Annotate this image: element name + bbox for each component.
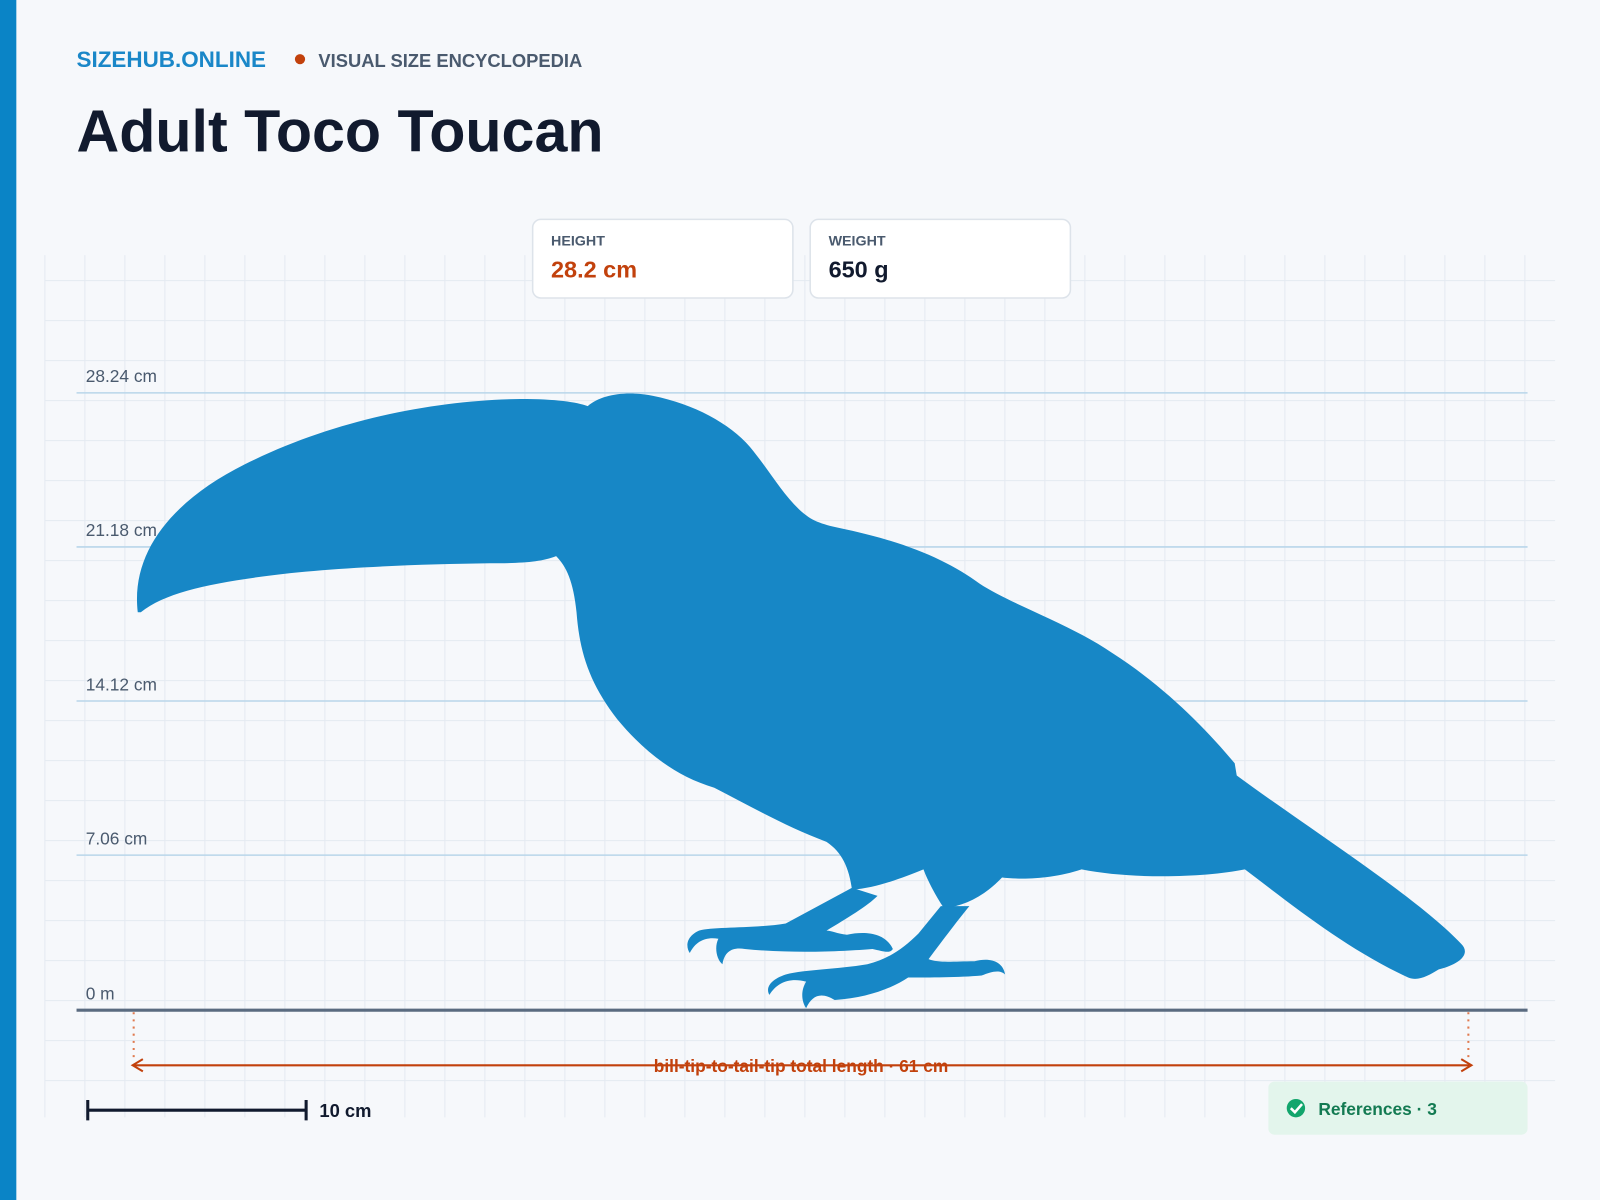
page-title: Adult Toco Toucan [77,97,604,164]
stat-value: 650 g [829,257,889,283]
tagline: VISUAL SIZE ENCYCLOPEDIA [318,50,582,71]
card-bg [809,218,1072,299]
scale-bar [86,1100,308,1121]
toucan-leg [687,887,893,965]
accent-bar [0,0,17,1200]
card-bg [531,218,794,299]
toucan-body [136,393,1465,979]
toucan-silhouette [136,393,1465,1009]
stat-label: HEIGHT [551,234,605,250]
arrowheads [130,1058,1474,1073]
stat-value: 28.2 cm [551,257,637,283]
height-label: 14.12 cm [86,674,157,694]
height-label: 21.18 cm [86,520,157,540]
height-label: 28.24 cm [86,366,157,386]
height-label: 7.06 cm [86,828,148,848]
references-label[interactable]: References · 3 [1318,1099,1437,1119]
toucan-leg [768,906,1006,1009]
scale-bar-label: 10 cm [319,1100,371,1121]
height-label: 0 m [86,983,115,1003]
stat-card: HEIGHT 28.2 cm [531,218,794,299]
separator-dot [294,54,306,65]
stat-card: WEIGHT 650 g [809,218,1072,299]
references-badge[interactable]: References · 3 [1268,1081,1528,1135]
length-label: bill-tip-to-tail-tip total length · 61 c… [654,1056,949,1076]
check-icon [1286,1098,1306,1118]
brand[interactable]: SIZEHUB.ONLINE [77,47,267,72]
check-mark [1289,1103,1304,1115]
stat-label: WEIGHT [829,234,886,250]
references-bg [1268,1081,1528,1135]
